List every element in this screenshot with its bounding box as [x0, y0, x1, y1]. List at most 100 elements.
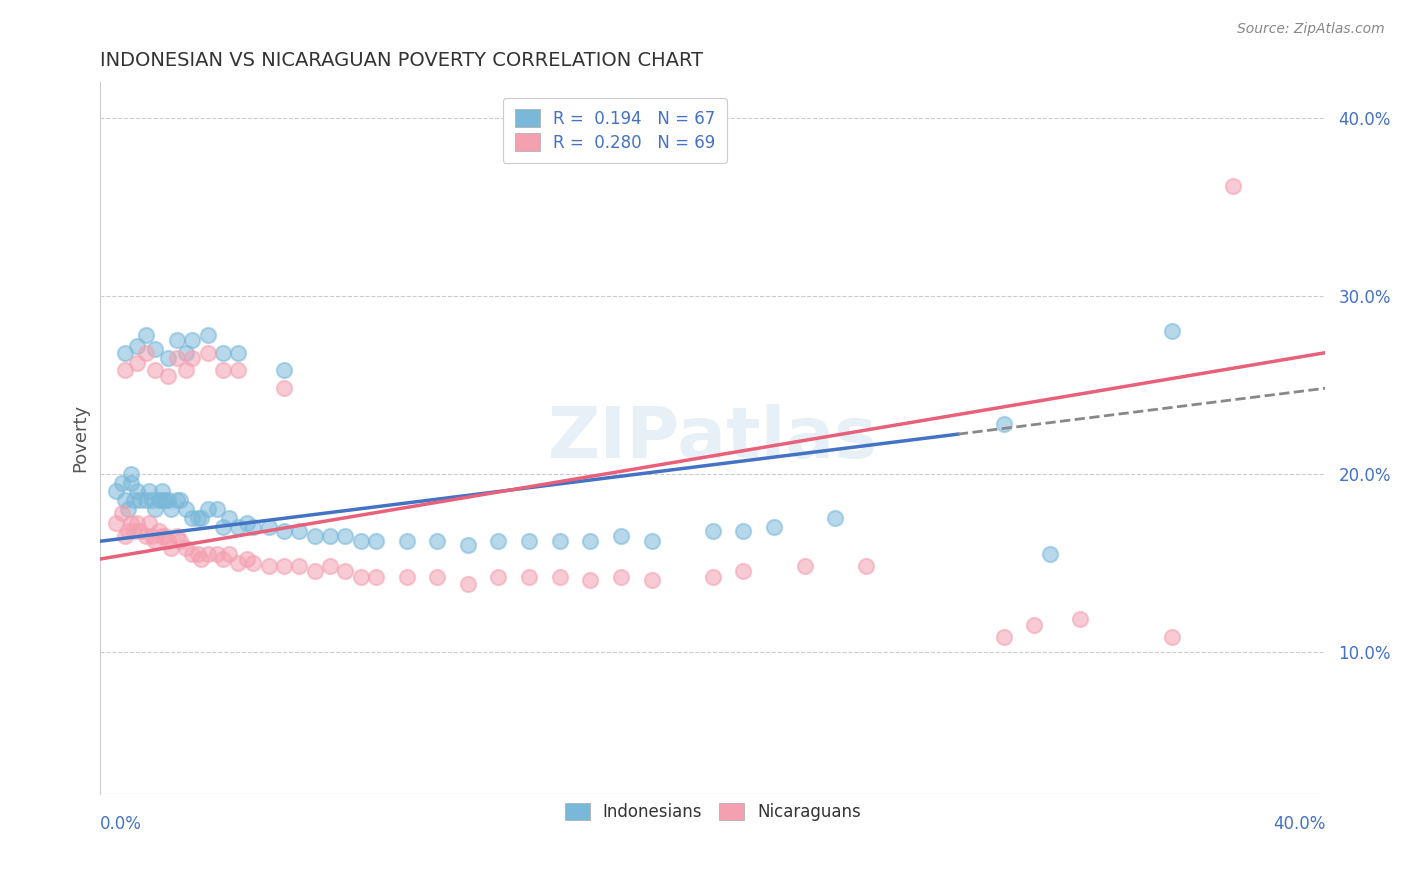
Point: [117, 524, 139, 538]
Point: [120, 475, 142, 490]
Point: [111, 475, 134, 490]
Point: [218, 547, 240, 561]
Point: [135, 345, 157, 359]
Point: [226, 345, 249, 359]
Point: [218, 511, 240, 525]
Point: [640, 574, 662, 588]
Point: [426, 534, 449, 549]
Point: [242, 520, 264, 534]
Point: [304, 565, 326, 579]
Point: [148, 493, 170, 508]
Point: [122, 524, 145, 538]
Point: [288, 559, 311, 574]
Point: [114, 529, 136, 543]
Point: [174, 345, 197, 359]
Point: [273, 559, 295, 574]
Text: INDONESIAN VS NICARAGUAN POVERTY CORRELATION CHART: INDONESIAN VS NICARAGUAN POVERTY CORRELA…: [100, 51, 703, 70]
Point: [114, 363, 136, 377]
Point: [1161, 324, 1184, 338]
Point: [145, 342, 167, 356]
Point: [127, 516, 149, 531]
Point: [145, 363, 167, 377]
Point: [426, 570, 449, 584]
Point: [1222, 178, 1244, 193]
Point: [127, 484, 149, 499]
Point: [395, 534, 418, 549]
Point: [181, 351, 204, 365]
Point: [364, 534, 387, 549]
Point: [197, 502, 219, 516]
Point: [319, 559, 342, 574]
Point: [156, 351, 179, 365]
Point: [236, 516, 259, 531]
Point: [145, 502, 167, 516]
Point: [702, 570, 724, 584]
Point: [211, 552, 233, 566]
Point: [114, 493, 136, 508]
Point: [148, 524, 170, 538]
Point: [579, 534, 602, 549]
Point: [153, 493, 176, 508]
Point: [226, 556, 249, 570]
Point: [159, 541, 181, 556]
Point: [187, 511, 209, 525]
Point: [141, 493, 163, 508]
Point: [127, 338, 149, 352]
Point: [181, 547, 204, 561]
Text: ZIPatlas: ZIPatlas: [548, 403, 877, 473]
Point: [211, 363, 233, 377]
Point: [236, 552, 259, 566]
Point: [579, 574, 602, 588]
Point: [104, 484, 127, 499]
Point: [824, 511, 846, 525]
Point: [733, 565, 755, 579]
Point: [242, 556, 264, 570]
Point: [166, 529, 188, 543]
Point: [273, 381, 295, 395]
Point: [395, 570, 418, 584]
Point: [226, 363, 249, 377]
Point: [135, 493, 157, 508]
Y-axis label: Poverty: Poverty: [72, 404, 89, 472]
Point: [733, 524, 755, 538]
Point: [141, 529, 163, 543]
Point: [335, 565, 357, 579]
Point: [187, 547, 209, 561]
Point: [205, 502, 228, 516]
Point: [610, 570, 633, 584]
Point: [120, 516, 142, 531]
Point: [517, 570, 540, 584]
Point: [138, 516, 160, 531]
Point: [457, 577, 479, 591]
Point: [166, 493, 188, 508]
Point: [319, 529, 342, 543]
Point: [993, 417, 1015, 431]
Point: [226, 520, 249, 534]
Point: [181, 333, 204, 347]
Point: [304, 529, 326, 543]
Point: [350, 534, 373, 549]
Point: [129, 493, 152, 508]
Point: [488, 534, 510, 549]
Text: 0.0%: 0.0%: [100, 815, 142, 833]
Point: [150, 493, 173, 508]
Point: [181, 511, 204, 525]
Point: [120, 467, 142, 481]
Point: [1024, 617, 1046, 632]
Point: [114, 345, 136, 359]
Point: [640, 534, 662, 549]
Point: [166, 351, 188, 365]
Point: [117, 502, 139, 516]
Point: [150, 484, 173, 499]
Point: [190, 511, 212, 525]
Point: [156, 493, 179, 508]
Point: [111, 506, 134, 520]
Point: [174, 502, 197, 516]
Point: [517, 534, 540, 549]
Point: [702, 524, 724, 538]
Point: [488, 570, 510, 584]
Point: [335, 529, 357, 543]
Point: [763, 520, 786, 534]
Point: [135, 327, 157, 342]
Point: [257, 520, 280, 534]
